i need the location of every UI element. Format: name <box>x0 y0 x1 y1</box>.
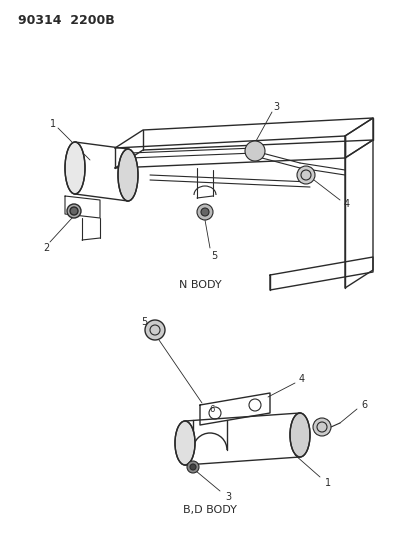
Circle shape <box>197 204 213 220</box>
Circle shape <box>245 141 265 161</box>
Circle shape <box>190 464 196 470</box>
Text: 2: 2 <box>43 243 49 253</box>
Circle shape <box>70 207 78 215</box>
Text: B,D BODY: B,D BODY <box>183 505 237 515</box>
Text: 6: 6 <box>361 400 367 410</box>
Ellipse shape <box>175 421 195 465</box>
Circle shape <box>201 208 209 216</box>
Ellipse shape <box>65 142 85 194</box>
Text: 3: 3 <box>225 492 231 502</box>
Text: 3: 3 <box>273 102 279 112</box>
Text: 5: 5 <box>141 317 147 327</box>
Circle shape <box>187 461 199 473</box>
Text: 5: 5 <box>211 251 217 261</box>
Circle shape <box>67 204 81 218</box>
Ellipse shape <box>290 413 310 457</box>
Circle shape <box>145 320 165 340</box>
Text: 4: 4 <box>299 374 305 384</box>
Text: 1: 1 <box>50 119 56 129</box>
Text: 1: 1 <box>325 478 331 488</box>
Ellipse shape <box>118 149 138 201</box>
Text: 90314  2200B: 90314 2200B <box>18 14 115 27</box>
Text: 6: 6 <box>209 406 215 415</box>
Circle shape <box>297 166 315 184</box>
Text: N BODY: N BODY <box>179 280 221 290</box>
Text: 4: 4 <box>344 199 350 209</box>
Circle shape <box>313 418 331 436</box>
